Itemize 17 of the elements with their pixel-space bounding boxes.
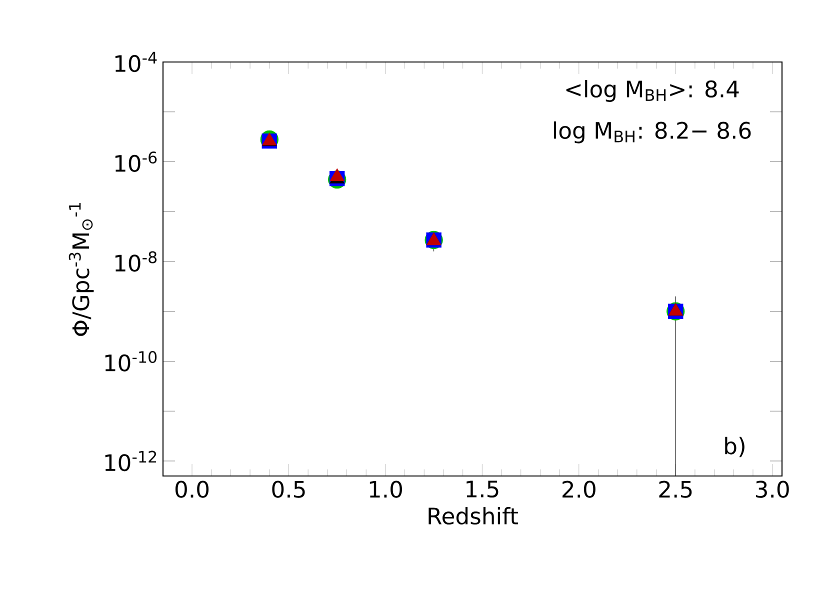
x-tick-label: 2.5 <box>659 480 692 498</box>
y-tick-label: 10$^{-10}$ <box>105 351 157 372</box>
x-tick-label: 3.0 <box>756 480 789 498</box>
y-tick-label: 10$^{-12}$ <box>105 450 156 472</box>
x-tick-label: 0.0 <box>175 480 209 498</box>
y-tick-label: 10$^{-8}$ <box>115 251 157 272</box>
annotation: <log M$_{BH}$>: 8.4 <box>566 80 739 102</box>
x-tick-label: 1.5 <box>466 480 498 498</box>
y-tick-label: 10$^{-4}$ <box>115 52 157 72</box>
x-tick-label: 0.5 <box>272 480 305 498</box>
x-axis-title: Redshift <box>428 507 518 525</box>
x-tick-label: 1.0 <box>370 480 402 498</box>
annotation: b) <box>725 436 744 458</box>
x-tick-label: 2.0 <box>562 480 596 498</box>
y-tick-label: 10$^{-6}$ <box>115 152 157 172</box>
y-axis-title: Φ/Gpc$^{-3}$M$_{⊙}$-1 <box>68 202 94 336</box>
annotation: log M$_{BH}$: 8.2− 8.6 <box>554 121 751 144</box>
